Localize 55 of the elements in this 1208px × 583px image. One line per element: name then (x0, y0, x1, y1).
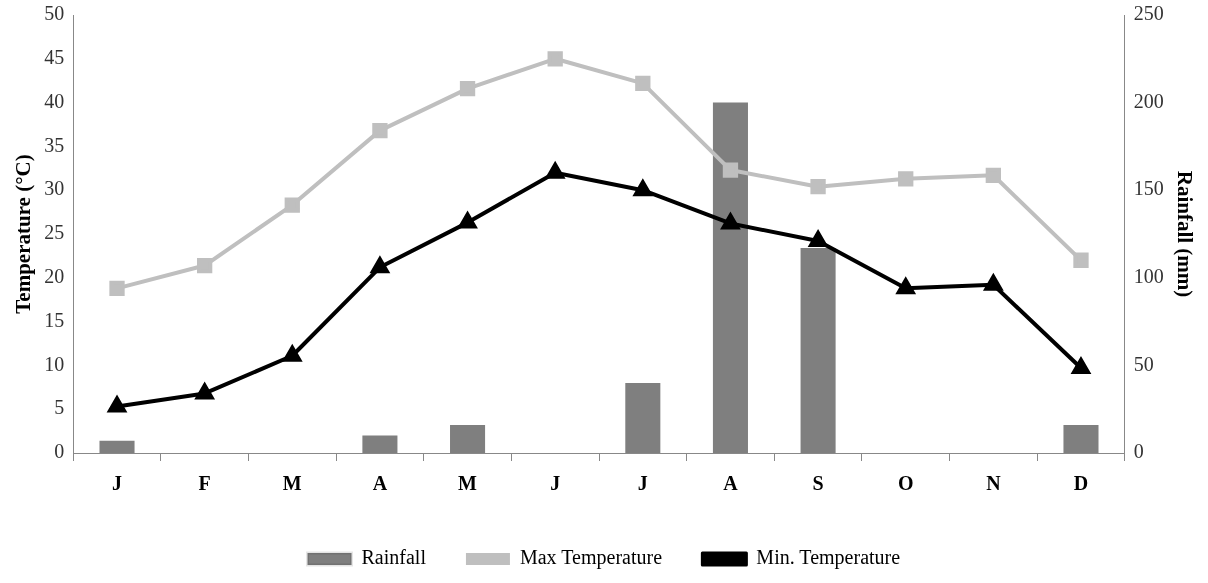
y-tick-label: 5 (54, 396, 65, 419)
x-tick-label: J (112, 472, 123, 495)
y2-axis-title: Rainfall (mm) (1172, 170, 1197, 298)
point (985, 167, 1002, 183)
point (370, 257, 389, 274)
point (109, 280, 125, 296)
point (372, 122, 388, 139)
point (633, 180, 652, 197)
legend-label: Min. Temperature (756, 546, 901, 570)
point (983, 272, 1004, 291)
x-tick-label: F (198, 472, 211, 495)
point (1072, 358, 1090, 375)
y-tick-label: 40 (44, 89, 65, 112)
x-tick-label: S (812, 472, 824, 495)
y2-tick-label: 100 (1133, 265, 1164, 288)
y-tick-label: 50 (44, 2, 65, 25)
y-tick-label: 45 (44, 46, 65, 69)
y-tick-label: 20 (44, 265, 65, 288)
point (196, 257, 213, 274)
point (896, 278, 915, 295)
y-tick-label: 15 (44, 308, 65, 331)
x-tick-label: N (986, 472, 1002, 495)
point (810, 179, 826, 195)
point (898, 171, 914, 187)
point (547, 51, 563, 67)
y2-tick-label: 0 (1133, 440, 1144, 463)
point (722, 162, 739, 178)
x-tick-label: M (282, 472, 302, 495)
y-axis-title: Temperature (°C) (11, 154, 36, 314)
x-tick-label: A (372, 472, 388, 495)
point (284, 197, 300, 213)
point (635, 75, 651, 91)
point (459, 80, 476, 97)
y-tick-label: 35 (44, 133, 65, 156)
legend-label: Max Temperature (519, 546, 663, 570)
x-tick-label: D (1073, 472, 1089, 495)
y-tick-label: 0 (54, 440, 65, 463)
point (721, 213, 740, 230)
point (1073, 252, 1089, 268)
x-tick-label: M (458, 472, 478, 495)
x-tick-label: J (550, 472, 561, 495)
y2-tick-label: 250 (1133, 2, 1164, 25)
y2-tick-label: 50 (1133, 352, 1154, 375)
y-tick-label: 25 (44, 221, 65, 244)
legend-label: Rainfall (361, 546, 427, 569)
x-tick-label: A (723, 472, 739, 495)
y2-tick-label: 150 (1133, 177, 1164, 200)
x-tick-label: O (897, 472, 914, 495)
point (809, 231, 828, 248)
y-tick-label: 10 (44, 352, 65, 375)
y2-tick-label: 200 (1133, 89, 1164, 112)
y-tick-label: 30 (44, 177, 65, 200)
point (195, 383, 214, 400)
point (283, 343, 303, 362)
x-tick-label: J (637, 472, 648, 495)
